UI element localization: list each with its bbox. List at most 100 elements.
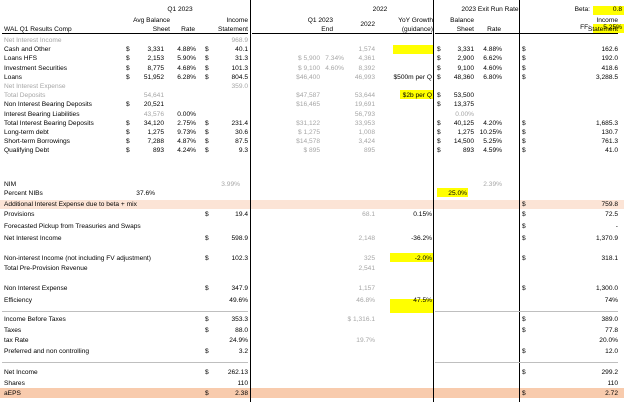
rows5-2-label: tax Rate	[4, 337, 29, 344]
row-3-income: 101.3	[231, 64, 248, 72]
divider-2	[433, 0, 434, 402]
rows2-1-label: Forecasted Pickup from Treasuries and Sw…	[4, 223, 141, 230]
ff-label: FF:	[580, 24, 590, 31]
row-1-rate: 4.88%	[177, 46, 196, 54]
row-3-dollar-11: $	[522, 64, 526, 72]
row-9-2022: 33,953	[354, 119, 375, 127]
row-10-dollar-4: $	[205, 129, 209, 136]
row-12-q1-end: $ 895	[303, 147, 320, 155]
row-6-label: Total Deposits	[4, 92, 46, 100]
row-2-label: Loans HFS	[4, 55, 37, 63]
row-9-income: 231.4	[231, 119, 248, 127]
rows5-0-dollar-11: $	[522, 316, 526, 323]
yoy-nonint-bg	[390, 253, 433, 262]
row-3-rate: 4.68%	[177, 64, 196, 72]
nim-label: NIM	[4, 181, 17, 188]
row-7-2022: 19,691	[354, 101, 375, 109]
addl-expense-row-bg	[0, 200, 624, 209]
row-1-dollar-1: $	[126, 46, 130, 54]
rows6-0-dollar-11: $	[522, 369, 526, 376]
yoy-efficiency-bg	[390, 299, 433, 313]
row-5-income: 359.0	[231, 83, 248, 90]
rows5-0-income: 353.3	[231, 316, 248, 323]
row-4-dollar-9: $	[437, 73, 441, 81]
row-0-income: 968.9	[231, 37, 248, 44]
rows3-0-dollar-11: $	[522, 255, 526, 262]
row-2-exit-balance: 2,900	[457, 55, 474, 63]
rows4-1-income: 49.6%	[229, 296, 248, 304]
row-2-q1-end-rate: 7.34%	[325, 55, 344, 63]
header-avg-balance-2: Sheet	[152, 26, 170, 33]
row-4-income: 804.5	[231, 73, 248, 81]
row-12-dollar-11: $	[522, 147, 526, 155]
row-12-avg-balance: 893	[152, 147, 164, 155]
section-rule-3	[435, 362, 618, 363]
rows5-3-dollar-4: $	[205, 347, 209, 355]
header-q1-2023: Q1 2023	[167, 6, 193, 13]
header-yoy: YoY Growth	[398, 17, 433, 24]
row-10-dollar-1: $	[126, 129, 130, 136]
row-11-exit-income: 761.3	[601, 138, 618, 146]
row-4-label: Loans	[4, 73, 22, 81]
header-income: Income	[226, 17, 248, 24]
row-4-exit-income: 3,288.5	[596, 73, 618, 81]
rows5-0-label: Income Before Taxes	[4, 316, 66, 323]
rows2-2-dollar-4: $	[205, 235, 209, 242]
rows2-0-exit-income: 72.5	[605, 211, 618, 218]
row-3-dollar-9: $	[437, 64, 441, 72]
rows4-0-income: 347.9	[231, 285, 248, 292]
rows4-0-2022: 1,157	[358, 285, 375, 292]
row-4-exit-rate: 6.80%	[483, 73, 502, 81]
row-4-avg-balance: 51,952	[143, 73, 164, 81]
row-11-exit-rate: 5.25%	[483, 138, 502, 146]
divider-1	[250, 0, 251, 402]
row-1-exit-rate: 4.88%	[483, 46, 502, 54]
row-3-exit-income: 418.6	[601, 64, 618, 72]
section-rule-0	[2, 311, 248, 312]
row-2-dollar-4: $	[205, 55, 209, 63]
section-rule-2	[2, 362, 248, 363]
rows5-1-income: 88.0	[235, 326, 248, 334]
row-4-dollar-4: $	[205, 73, 209, 81]
row-11-dollar-9: $	[437, 138, 441, 146]
rows5-0-exit-income: 389.0	[601, 316, 618, 323]
rows5-2-2022: 19.7%	[356, 337, 375, 344]
row-8-exit-balance: 0.00%	[455, 110, 474, 118]
addl-expense-label: Additional Interest Expense due to beta …	[4, 201, 137, 208]
rows5-3-exit-income: 12.0	[605, 347, 618, 355]
header-avg-balance: Avg Balance	[133, 17, 170, 24]
rows3-0-2022: 325	[363, 255, 375, 262]
row-1-dollar-11: $	[522, 46, 526, 54]
row-7-q1-end: $16,465	[296, 101, 320, 109]
addl-expense-dollar: $	[522, 201, 526, 208]
rows6-0-dollar-4: $	[205, 369, 209, 376]
header-q1-2023-end: Q1 2023	[307, 17, 333, 24]
header-rule-1	[252, 33, 432, 34]
nim-exit: 2.39%	[483, 181, 502, 188]
rows3-0-exit-income: 318.1	[601, 255, 618, 262]
rows3-0-income: 102.3	[231, 255, 248, 262]
row-9-q1-end: $31,122	[296, 119, 320, 127]
rows2-1-dollar-11: $	[522, 223, 526, 230]
row-12-label: Qualifying Debt	[4, 147, 50, 155]
rows6-1-exit-income: 110	[607, 379, 618, 387]
rows5-0-dollar-4: $	[205, 316, 209, 323]
row-10-income: 30.6	[235, 129, 248, 136]
yoy-deposits-bg	[400, 90, 433, 99]
sheet-subtitle: WAL Q1 Results Comp	[4, 26, 72, 33]
rows3-1-label: Total Pre-Provision Revenue	[4, 264, 88, 272]
row-3-dollar-1: $	[126, 64, 130, 72]
row-6-yoy: $2b per Q	[402, 92, 432, 100]
header-rule-2	[435, 33, 618, 34]
row-8-2022: 56,793	[354, 110, 375, 118]
rows2-1-exit-income: -	[615, 223, 618, 230]
rows2-2-exit-income: 1,370.9	[596, 235, 618, 242]
rows6-0-income: 262.13	[227, 369, 248, 376]
row-11-income: 87.5	[235, 138, 248, 146]
row-6-q1-end: $47,587	[296, 92, 320, 100]
row-11-dollar-11: $	[522, 138, 526, 146]
row-0-label: Net Interest Income	[4, 37, 62, 44]
ff-value-bg	[593, 24, 624, 33]
row-4-rate: 6.28%	[177, 73, 196, 81]
row-2-exit-rate: 6.62%	[483, 55, 502, 63]
